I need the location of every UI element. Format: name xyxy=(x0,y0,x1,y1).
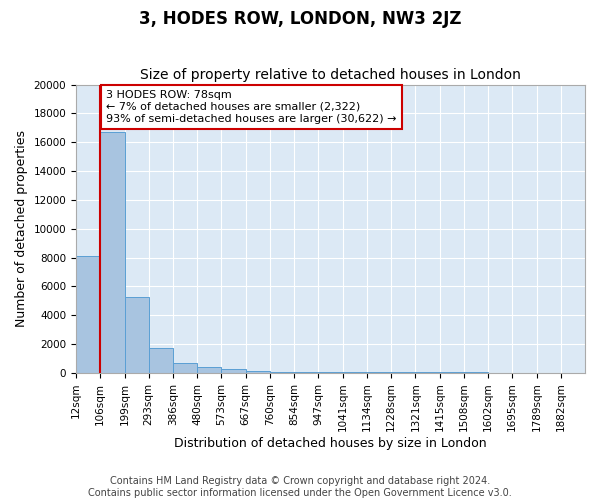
X-axis label: Distribution of detached houses by size in London: Distribution of detached houses by size … xyxy=(174,437,487,450)
Bar xyxy=(319,372,343,373)
Bar xyxy=(76,256,100,373)
Y-axis label: Number of detached properties: Number of detached properties xyxy=(15,130,28,328)
Text: 3 HODES ROW: 78sqm
← 7% of detached houses are smaller (2,322)
93% of semi-detac: 3 HODES ROW: 78sqm ← 7% of detached hous… xyxy=(106,90,397,124)
Bar xyxy=(343,372,367,373)
Bar xyxy=(197,368,221,373)
Bar xyxy=(440,372,464,373)
Title: Size of property relative to detached houses in London: Size of property relative to detached ho… xyxy=(140,68,521,82)
Bar xyxy=(294,372,319,373)
Text: Contains HM Land Registry data © Crown copyright and database right 2024.
Contai: Contains HM Land Registry data © Crown c… xyxy=(88,476,512,498)
Bar xyxy=(125,296,149,373)
Bar xyxy=(173,363,197,373)
Bar xyxy=(367,372,391,373)
Text: 3, HODES ROW, LONDON, NW3 2JZ: 3, HODES ROW, LONDON, NW3 2JZ xyxy=(139,10,461,28)
Bar xyxy=(149,348,173,373)
Bar xyxy=(270,372,294,373)
Bar xyxy=(221,369,245,373)
Bar xyxy=(391,372,415,373)
Bar xyxy=(464,372,488,373)
Bar xyxy=(415,372,440,373)
Bar xyxy=(245,371,270,373)
Bar xyxy=(100,132,125,373)
